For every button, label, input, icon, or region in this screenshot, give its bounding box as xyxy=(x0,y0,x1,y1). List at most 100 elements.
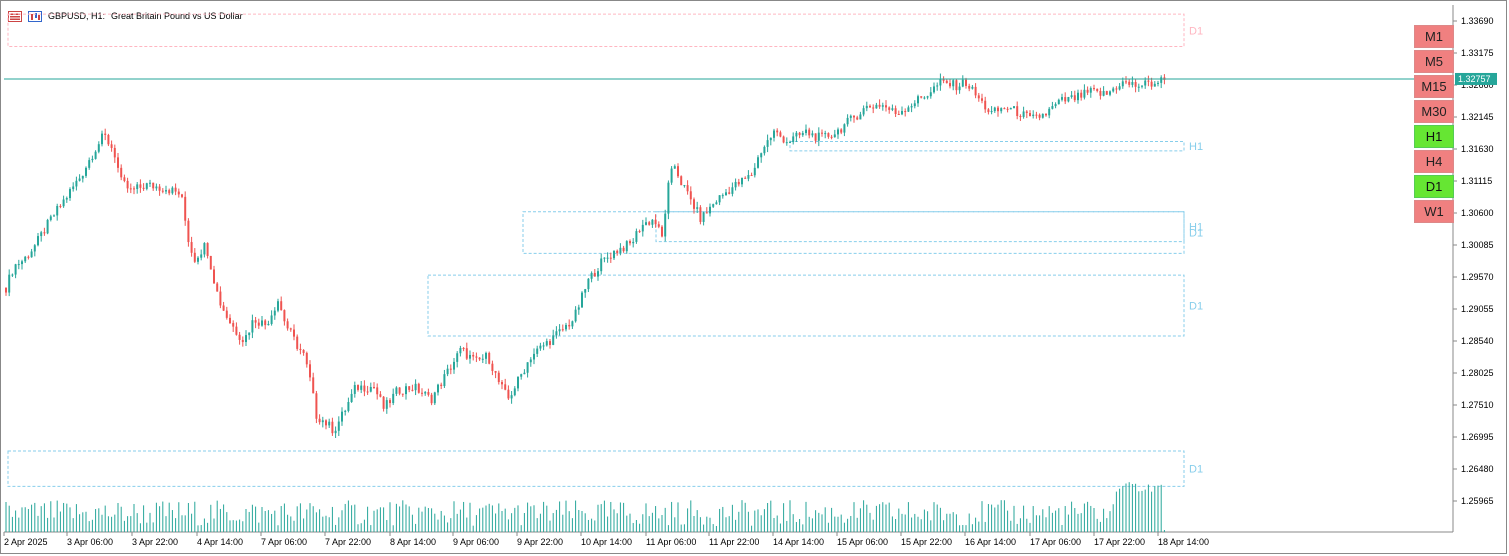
candle-body xyxy=(1013,106,1015,109)
candle-body xyxy=(632,241,635,244)
candle-body xyxy=(389,400,391,404)
candle-body xyxy=(1077,92,1079,101)
x-tick-label: 16 Apr 14:00 xyxy=(965,537,1016,547)
x-tick-label: 3 Apr 06:00 xyxy=(67,537,113,547)
y-tick-label: 1.30085 xyxy=(1461,240,1494,250)
candle-body xyxy=(72,186,75,190)
candle-body xyxy=(673,166,676,169)
candle-body xyxy=(401,393,404,395)
zone-supply-0[interactable] xyxy=(7,13,1185,47)
timeframe-button-m30[interactable]: M30 xyxy=(1414,100,1454,123)
candle-body xyxy=(696,207,699,209)
candle-body xyxy=(286,321,289,329)
chart-type-icon[interactable] xyxy=(28,10,42,22)
zone-demand-3[interactable] xyxy=(522,211,1185,254)
candle-body xyxy=(862,108,865,115)
candle-body xyxy=(875,104,878,109)
candle-body xyxy=(1051,106,1054,109)
candle-body xyxy=(565,324,567,330)
candle-body xyxy=(277,301,279,311)
candle-body xyxy=(814,133,817,141)
y-tick-label: 1.27510 xyxy=(1461,400,1494,410)
symbol-title: GBPUSD, H1: xyxy=(48,11,106,21)
candle-body xyxy=(46,219,49,234)
x-tick-label: 8 Apr 14:00 xyxy=(390,537,436,547)
candle-body xyxy=(1147,80,1150,82)
candle-body xyxy=(888,107,891,110)
candle-body xyxy=(501,382,503,385)
candle-body xyxy=(965,79,967,86)
candle-body xyxy=(817,132,820,141)
candle-body xyxy=(440,384,443,387)
candle-body xyxy=(1134,82,1137,87)
candle-body xyxy=(1025,111,1028,114)
candle-body xyxy=(811,133,814,136)
candle-body xyxy=(997,107,999,112)
candle-body xyxy=(561,329,564,331)
candle-body xyxy=(459,348,462,354)
y-tick-label: 1.26480 xyxy=(1461,464,1494,474)
timeframe-button-m5[interactable]: M5 xyxy=(1414,50,1454,73)
candle-body xyxy=(104,133,107,135)
candle-body xyxy=(533,353,535,360)
candle-body xyxy=(222,305,225,311)
candle-body xyxy=(238,334,241,340)
candle-body xyxy=(376,387,379,395)
candle-body xyxy=(1032,114,1035,117)
candle-body xyxy=(859,114,862,120)
timeframe-button-h1[interactable]: H1 xyxy=(1414,125,1454,148)
candle-body xyxy=(865,105,868,109)
candle-body xyxy=(981,98,983,101)
candle-body xyxy=(1029,113,1031,117)
candle-body xyxy=(213,269,215,284)
zone-demand-1[interactable] xyxy=(789,141,1185,152)
candle-body xyxy=(117,157,119,168)
timeframe-button-w1[interactable]: W1 xyxy=(1414,200,1454,223)
timeframe-button-m15[interactable]: M15 xyxy=(1414,75,1454,98)
zone-demand-4[interactable] xyxy=(427,274,1185,337)
candle-body xyxy=(408,386,411,390)
candle-body xyxy=(427,392,430,395)
candle-body xyxy=(536,348,539,354)
timeframe-button-h4[interactable]: H4 xyxy=(1414,150,1454,173)
candle-body xyxy=(773,130,775,138)
candle-body xyxy=(59,205,62,207)
candle-body xyxy=(225,310,228,318)
timeframe-button-m1[interactable]: M1 xyxy=(1414,25,1454,48)
candle-body xyxy=(715,202,718,205)
candle-body xyxy=(513,388,516,396)
candle-body xyxy=(520,374,523,377)
candle-body xyxy=(757,157,759,168)
candle-body xyxy=(280,301,283,311)
candle-body xyxy=(913,103,916,107)
candle-body xyxy=(353,385,356,394)
candle-body xyxy=(958,86,961,91)
candle-body xyxy=(933,86,935,93)
candle-body xyxy=(248,332,251,336)
candle-body xyxy=(145,183,148,189)
x-tick-label: 2 Apr 2025 xyxy=(4,537,48,547)
zone-demand-2[interactable] xyxy=(655,211,1185,243)
candle-body xyxy=(481,358,484,360)
candle-body xyxy=(219,291,222,306)
x-tick-label: 7 Apr 22:00 xyxy=(325,537,371,547)
candle-body xyxy=(968,85,971,89)
zone-demand-5[interactable] xyxy=(7,450,1185,487)
candle-body xyxy=(497,372,500,383)
candle-body xyxy=(878,104,881,107)
candle-body xyxy=(5,287,7,293)
timeframe-button-d1[interactable]: D1 xyxy=(1414,175,1454,198)
candle-body xyxy=(1006,108,1009,110)
candle-body xyxy=(593,272,596,277)
candle-body xyxy=(392,393,395,404)
x-tick-label: 14 Apr 14:00 xyxy=(773,537,824,547)
candle-body xyxy=(638,231,641,233)
candle-body xyxy=(190,242,193,253)
candle-body xyxy=(1000,108,1003,112)
candle-body xyxy=(267,323,270,326)
candle-body xyxy=(165,190,167,192)
candle-body xyxy=(619,247,622,253)
candle-body xyxy=(69,189,71,199)
